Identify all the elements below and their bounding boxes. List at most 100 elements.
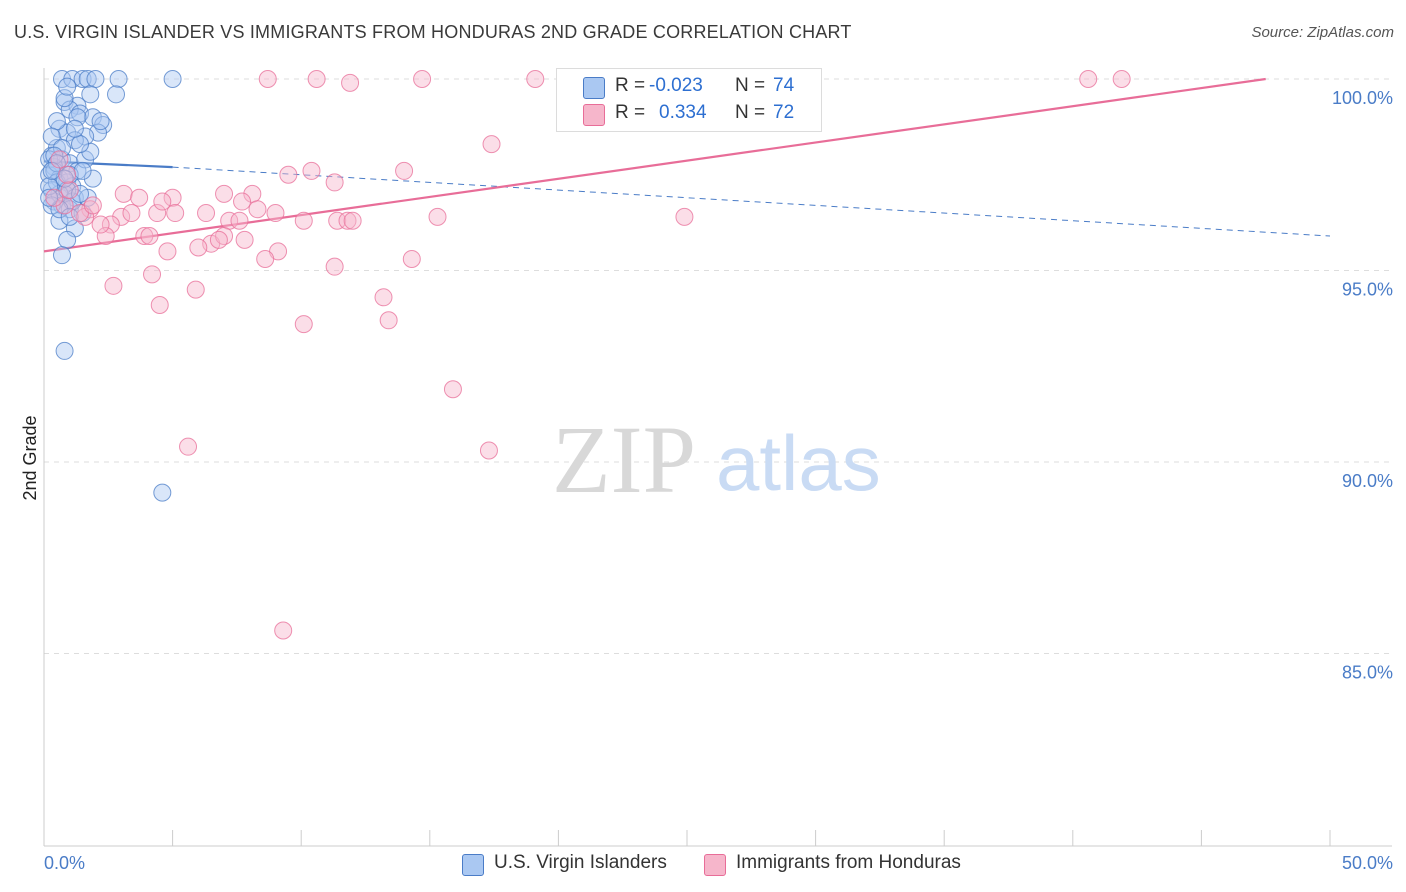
legend-r-value: -0.023 <box>649 75 703 96</box>
point-us-virgin-islanders <box>153 483 172 502</box>
point-immigrants-from-honduras <box>479 441 498 460</box>
point-us-virgin-islanders <box>47 112 66 131</box>
point-immigrants-from-honduras <box>122 204 141 223</box>
point-us-virgin-islanders <box>83 169 102 188</box>
point-us-virgin-islanders <box>73 161 92 180</box>
legend-r-label: R = <box>615 102 646 123</box>
chart-title: U.S. VIRGIN ISLANDER VS IMMIGRANTS FROM … <box>14 22 852 42</box>
point-immigrants-from-honduras <box>179 437 198 456</box>
legend-r-label: R = <box>615 75 646 96</box>
point-immigrants-from-honduras <box>274 621 293 640</box>
point-immigrants-from-honduras <box>341 73 360 92</box>
point-immigrants-from-honduras <box>153 192 172 211</box>
point-immigrants-from-honduras <box>428 207 447 226</box>
point-us-virgin-islanders <box>42 127 61 146</box>
x-tick-label-max: 50.0% <box>1342 853 1393 873</box>
point-us-virgin-islanders <box>65 119 84 138</box>
point-us-virgin-islanders <box>58 77 77 96</box>
point-immigrants-from-honduras <box>101 215 120 234</box>
point-us-virgin-islanders <box>68 108 87 127</box>
correlation-legend: R = -0.023 N = 74 R = 0.334 N = 72 <box>556 68 822 132</box>
point-immigrants-from-honduras <box>130 188 149 207</box>
point-immigrants-from-honduras <box>482 135 501 154</box>
point-immigrants-from-honduras <box>112 207 131 226</box>
legend-item-label: U.S. Virgin Islanders <box>494 852 667 873</box>
point-immigrants-from-honduras <box>675 207 694 226</box>
point-us-virgin-islanders <box>81 142 100 161</box>
point-us-virgin-islanders <box>71 135 90 154</box>
legend-n-label: N = <box>735 75 766 96</box>
point-immigrants-from-honduras <box>294 211 313 230</box>
point-immigrants-from-honduras <box>443 380 462 399</box>
point-immigrants-from-honduras <box>248 200 267 219</box>
watermark-atlas: atlas <box>716 419 881 507</box>
point-immigrants-from-honduras <box>256 250 275 269</box>
point-immigrants-from-honduras <box>91 215 110 234</box>
point-immigrants-from-honduras <box>413 70 432 88</box>
legend-swatch-blue <box>462 854 484 876</box>
point-immigrants-from-honduras <box>215 184 234 203</box>
point-immigrants-from-honduras <box>328 211 347 230</box>
point-immigrants-from-honduras <box>158 242 177 261</box>
point-immigrants-from-honduras <box>258 70 277 88</box>
point-us-virgin-islanders <box>81 85 100 104</box>
point-immigrants-from-honduras <box>526 70 545 88</box>
legend-swatch-pink <box>704 854 726 876</box>
point-immigrants-from-honduras <box>60 181 79 200</box>
point-immigrants-from-honduras <box>1079 70 1098 88</box>
point-us-virgin-islanders <box>53 246 72 265</box>
point-immigrants-from-honduras <box>140 227 159 246</box>
point-us-virgin-islanders <box>86 70 105 88</box>
point-immigrants-from-honduras <box>307 70 326 88</box>
point-immigrants-from-honduras <box>45 188 64 207</box>
point-us-virgin-islanders <box>73 70 92 88</box>
point-us-virgin-islanders <box>60 100 79 119</box>
point-immigrants-from-honduras <box>143 265 162 284</box>
series-immigrants-from-honduras <box>45 70 1131 640</box>
y-tick-label: 85.0% <box>1342 663 1393 683</box>
point-immigrants-from-honduras <box>343 211 362 230</box>
point-immigrants-from-honduras <box>235 230 254 249</box>
axes <box>43 68 1392 847</box>
point-immigrants-from-honduras <box>114 184 133 203</box>
point-immigrants-from-honduras <box>58 165 77 184</box>
point-us-virgin-islanders <box>91 112 110 131</box>
point-immigrants-from-honduras <box>135 227 154 246</box>
point-immigrants-from-honduras <box>189 238 208 257</box>
point-immigrants-from-honduras <box>96 227 115 246</box>
point-us-virgin-islanders <box>40 188 59 207</box>
point-us-virgin-islanders <box>58 230 77 249</box>
point-us-virgin-islanders <box>71 184 90 203</box>
point-us-virgin-islanders <box>163 70 182 88</box>
point-immigrants-from-honduras <box>163 188 182 207</box>
point-immigrants-from-honduras <box>338 211 357 230</box>
y-axis-label: 2nd Grade <box>20 415 40 500</box>
legend-r-value: 0.334 <box>659 102 707 123</box>
point-us-virgin-islanders <box>107 85 126 104</box>
legend-item-label: Immigrants from Honduras <box>736 852 961 873</box>
x-tick-label-min: 0.0% <box>44 853 85 873</box>
point-immigrants-from-honduras <box>325 257 344 276</box>
legend-n-value: 72 <box>773 102 795 123</box>
point-immigrants-from-honduras <box>395 161 414 180</box>
watermark-zip: ZIP <box>552 406 696 513</box>
point-immigrants-from-honduras <box>50 150 69 169</box>
point-immigrants-from-honduras <box>374 288 393 307</box>
legend-swatch-blue <box>583 77 605 99</box>
point-immigrants-from-honduras <box>104 276 123 295</box>
source-label: Source: ZipAtlas.com <box>1251 24 1394 41</box>
legend-n-label: N = <box>735 102 766 123</box>
point-immigrants-from-honduras <box>266 204 285 223</box>
series-legend: U.S. Virgin Islanders Immigrants from Ho… <box>0 852 1406 878</box>
point-immigrants-from-honduras <box>150 295 169 314</box>
point-immigrants-from-honduras <box>83 196 102 215</box>
point-immigrants-from-honduras <box>379 311 398 330</box>
point-us-virgin-islanders <box>78 70 97 88</box>
y-tick-label: 100.0% <box>1332 88 1393 108</box>
point-immigrants-from-honduras <box>209 230 228 249</box>
point-immigrants-from-honduras <box>186 280 205 299</box>
series-us-virgin-islanders <box>40 70 182 502</box>
y-tick-labels: 85.0% 90.0% 95.0% 100.0% <box>1332 88 1393 683</box>
point-immigrants-from-honduras <box>294 315 313 334</box>
